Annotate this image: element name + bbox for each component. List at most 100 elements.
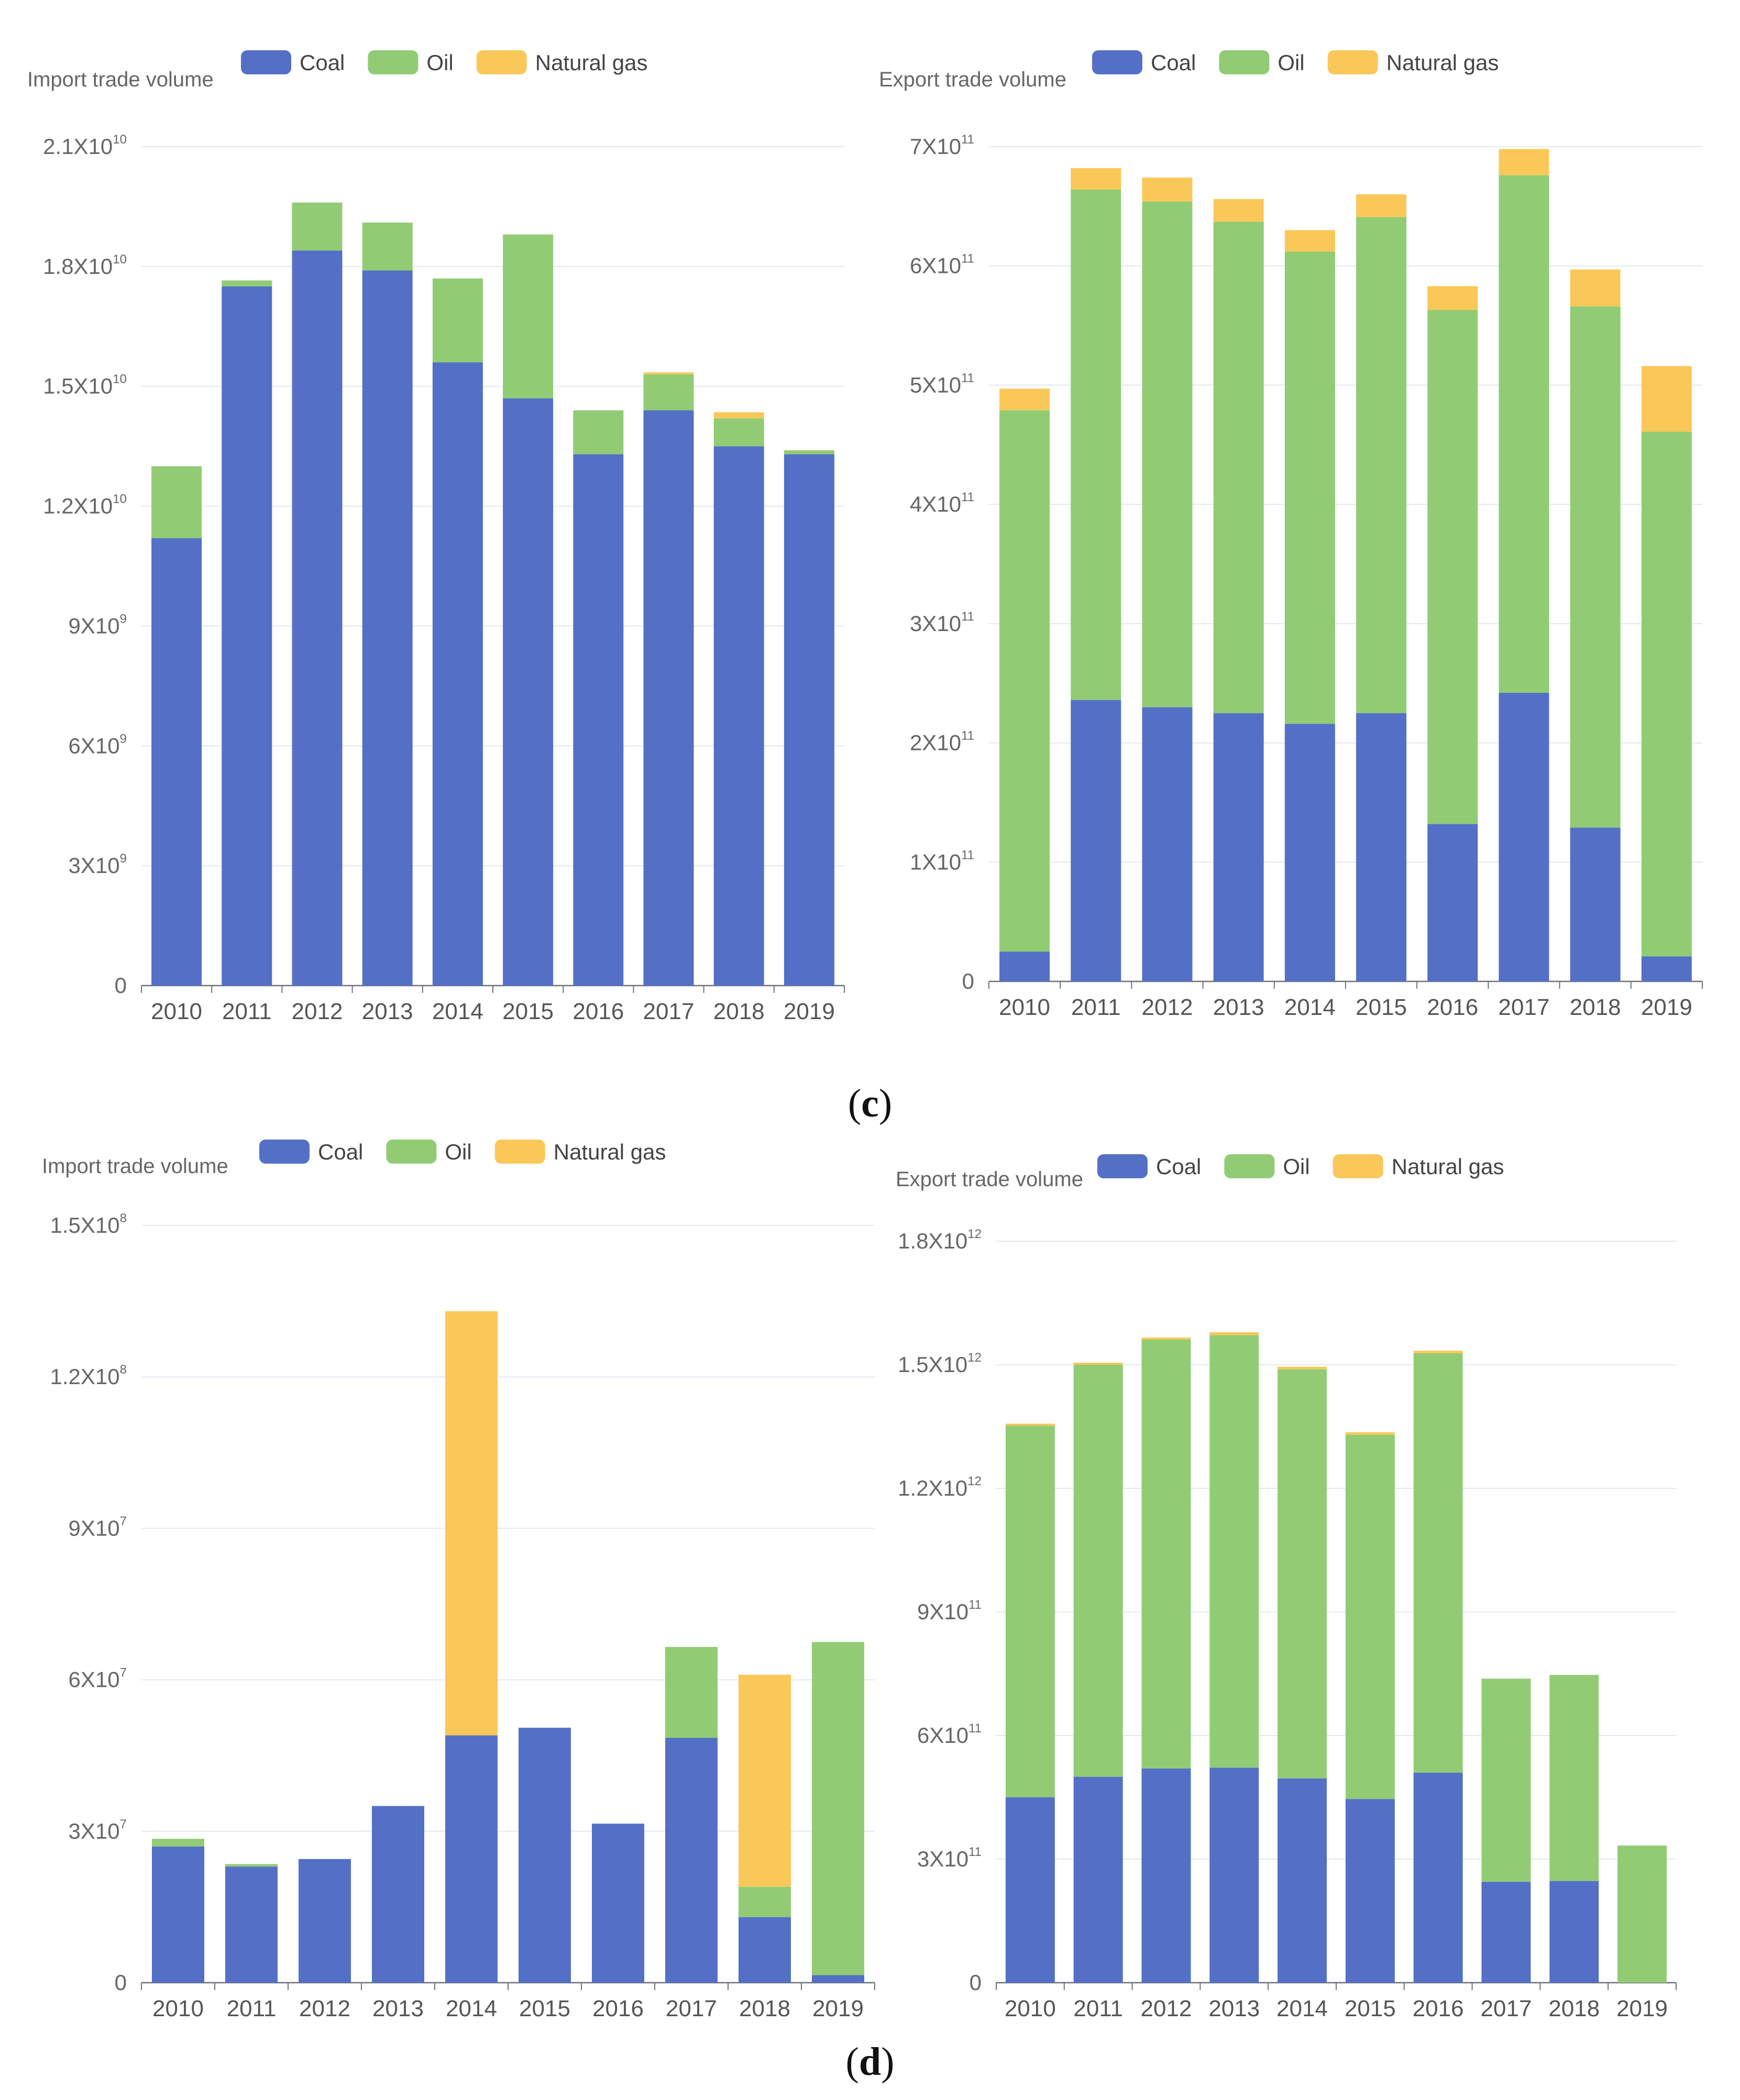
c-export-bar-gas-2015	[1356, 194, 1407, 217]
c-import-bar-coal-2013	[362, 270, 413, 986]
c-export-bar-coal-2011	[1071, 700, 1121, 981]
c-import-legend-item-coal[interactable]: Coal	[241, 50, 345, 75]
d-import-bar-gas-2014	[445, 1311, 498, 1736]
d-import-bar-coal-2017	[665, 1738, 718, 1983]
d-export-ytick-exp: 11	[968, 1845, 982, 1859]
c-export-x-label: 2014	[1284, 994, 1336, 1020]
d-export-bar-oil-2016	[1413, 1353, 1463, 1773]
c-import-ytick-label: 1.5X1010	[43, 372, 127, 399]
c-export-ytick-exp: 11	[961, 848, 974, 862]
caption-c-close: )	[879, 1081, 892, 1125]
d-export-bar-coal-2010	[1005, 1797, 1055, 1983]
c-import-legend-item-gas[interactable]: Natural gas	[476, 50, 648, 75]
c-export-ytick-label: 1X1011	[910, 848, 974, 874]
c-import-ytick-exp: 10	[113, 372, 127, 386]
d-import-x-label: 2015	[519, 1996, 570, 2021]
c-export-x-label: 2019	[1641, 994, 1692, 1020]
d-export-bar-coal-2017	[1481, 1882, 1531, 1983]
c-import-x-label: 2012	[292, 999, 343, 1024]
d-import-legend-swatch-oil	[386, 1140, 437, 1164]
c-import-legend-label-oil: Oil	[426, 50, 453, 75]
c-import-ytick-label: 2.1X1010	[43, 132, 127, 159]
c-import-bar-coal-2011	[222, 286, 272, 986]
d-import-x-label: 2018	[739, 1996, 790, 2021]
c-export-x-label: 2012	[1142, 994, 1193, 1020]
c-import-bar-coal-2018	[713, 446, 764, 986]
d-import-bar-coal-2014	[445, 1735, 498, 1983]
d-export-x-label: 2017	[1481, 1996, 1532, 2021]
d-import-bar-oil-2011	[225, 1864, 278, 1867]
d-import-ytick-exp: 8	[120, 1211, 127, 1225]
c-import-ytick-base: 1.2X10	[43, 494, 113, 518]
c-export-bar-gas-2019	[1641, 366, 1692, 432]
d-export-x-label: 2015	[1345, 1996, 1396, 2021]
d-import-x-label: 2016	[592, 1996, 644, 2021]
d-export-legend-swatch-gas	[1332, 1154, 1383, 1178]
c-import-ytick-exp: 10	[113, 252, 127, 267]
c-import-x-label: 2016	[572, 999, 624, 1024]
c-export-bar-gas-2014	[1284, 230, 1335, 252]
c-import-ytick-label: 1.2X1010	[43, 492, 127, 518]
c-import-x-label: 2015	[502, 999, 554, 1024]
c-import-bar-oil-2011	[222, 280, 272, 286]
d-export-x-label: 2019	[1616, 1996, 1668, 2021]
c-import-bar-coal-2015	[503, 398, 554, 986]
c-export-chart: 01X10112X10113X10114X10115X10116X10117X1…	[879, 50, 1703, 1020]
c-export-ytick-base: 0	[962, 969, 974, 993]
d-export-bar-oil-2010	[1005, 1425, 1055, 1797]
c-export-bar-oil-2013	[1213, 222, 1264, 713]
c-export-ytick-label: 5X1011	[910, 371, 974, 397]
d-import-ytick-exp: 7	[120, 1514, 127, 1528]
c-export-legend-item-oil[interactable]: Oil	[1219, 50, 1305, 75]
c-export-x-label: 2016	[1427, 994, 1478, 1020]
d-import-legend-item-oil[interactable]: Oil	[386, 1140, 472, 1164]
c-export-legend-label-gas: Natural gas	[1386, 50, 1499, 75]
d-import-x-label: 2014	[446, 1996, 497, 2021]
c-import-x-label: 2014	[432, 999, 483, 1024]
c-import-bar-oil-2010	[151, 466, 202, 538]
d-export-legend-item-oil[interactable]: Oil	[1224, 1154, 1310, 1179]
c-export-ytick-label: 4X1011	[910, 490, 974, 516]
d-import-legend-label-coal: Coal	[318, 1140, 363, 1164]
d-export-bar-coal-2015	[1345, 1799, 1395, 1983]
d-export-bar-oil-2014	[1278, 1369, 1327, 1778]
d-export-ytick-label: 9X1011	[917, 1598, 982, 1624]
d-import-bar-coal-2016	[592, 1823, 644, 1983]
d-export-ytick-exp: 11	[968, 1721, 982, 1736]
d-import-legend-item-coal[interactable]: Coal	[259, 1140, 363, 1164]
c-import-axis-title: Import trade volume	[27, 68, 214, 91]
d-import-bar-oil-2018	[739, 1886, 791, 1917]
c-import-ytick-exp: 9	[120, 852, 127, 866]
d-import-x-label: 2010	[152, 1996, 204, 2021]
c-export-axis-title: Export trade volume	[879, 68, 1066, 91]
d-import-legend-label-gas: Natural gas	[554, 1140, 666, 1164]
d-import-legend-item-gas[interactable]: Natural gas	[494, 1140, 666, 1164]
d-export-legend-item-gas[interactable]: Natural gas	[1332, 1154, 1504, 1179]
c-export-legend-item-gas[interactable]: Natural gas	[1327, 50, 1499, 75]
d-import-bar-coal-2018	[739, 1917, 791, 1983]
d-import-ytick-label: 0	[115, 1970, 127, 1995]
c-import-legend-item-oil[interactable]: Oil	[368, 50, 454, 75]
c-export-bar-gas-2012	[1142, 178, 1193, 202]
d-export-ytick-base: 1.8X10	[898, 1229, 967, 1253]
d-import-ytick-base: 3X10	[69, 1819, 120, 1843]
c-import-x-label: 2019	[784, 999, 835, 1024]
d-export-legend-item-coal[interactable]: Coal	[1097, 1154, 1201, 1179]
d-import-legend-label-oil: Oil	[445, 1140, 471, 1164]
d-export-legend-swatch-oil	[1224, 1154, 1275, 1178]
c-export-ytick-base: 2X10	[910, 731, 961, 755]
c-import-x-label: 2018	[713, 999, 765, 1024]
d-export-bar-oil-2012	[1141, 1340, 1191, 1769]
c-export-ytick-exp: 11	[961, 252, 974, 266]
d-import-ytick-base: 1.5X10	[50, 1213, 120, 1237]
c-export-ytick-exp: 11	[961, 132, 974, 147]
d-export-ytick-exp: 11	[968, 1598, 982, 1612]
c-export-x-label: 2015	[1356, 994, 1407, 1020]
d-export-ytick-base: 3X10	[917, 1847, 968, 1871]
c-export-legend-item-coal[interactable]: Coal	[1092, 50, 1196, 75]
d-import-bar-coal-2010	[152, 1846, 204, 1983]
d-export-bar-gas-2010	[1005, 1423, 1055, 1426]
d-import-ytick-exp: 7	[120, 1817, 127, 1831]
c-export-bar-oil-2019	[1641, 432, 1692, 957]
c-export-ytick-exp: 11	[961, 371, 974, 385]
